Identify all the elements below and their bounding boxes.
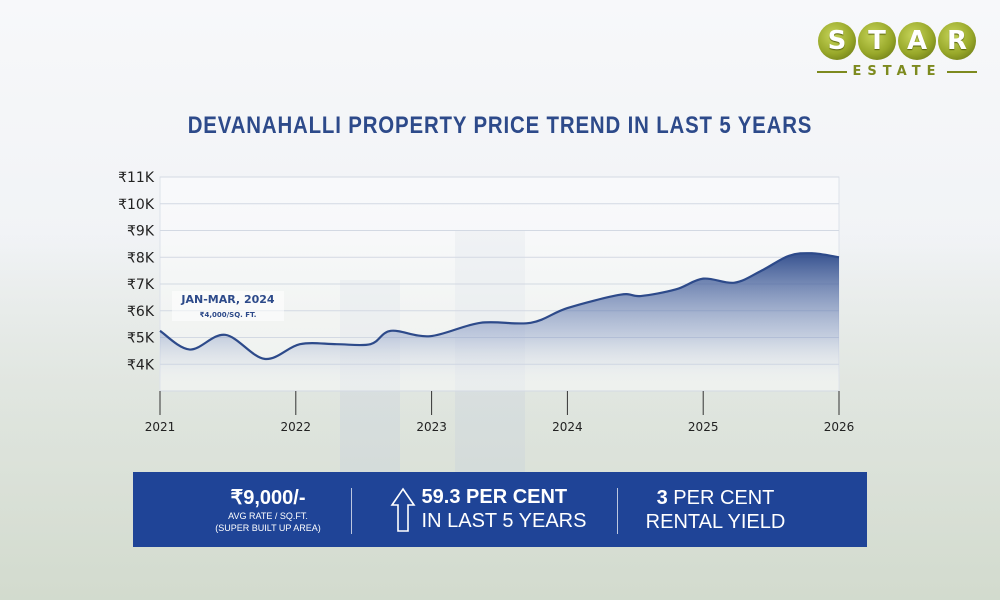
y-tick-label: ₹4K xyxy=(127,357,155,373)
divider xyxy=(617,488,618,534)
avg-rate-stat: ₹9,000/- AVG RATE / SQ.FT. (SUPER BUILT … xyxy=(193,472,343,547)
logo-letter: T xyxy=(858,22,896,60)
growth-value: 59.3 PER CENT xyxy=(421,486,568,508)
y-tick-label: ₹6K xyxy=(127,304,155,320)
x-tick-label: 2025 xyxy=(688,420,719,434)
star-estate-logo: S T A R ESTATE xyxy=(812,22,982,84)
avg-rate-label: AVG RATE / SQ.FT. xyxy=(228,511,308,521)
x-tick-label: 2023 xyxy=(416,420,447,434)
growth-label: IN LAST 5 YEARS xyxy=(421,510,587,532)
yield-label: RENTAL YIELD xyxy=(645,510,786,533)
y-tick-label: ₹9K xyxy=(127,224,155,240)
x-tick-label: 2024 xyxy=(552,420,583,434)
logo-letter: R xyxy=(938,22,976,60)
price-area xyxy=(160,253,839,391)
avg-rate-note: (SUPER BUILT UP AREA) xyxy=(215,523,321,533)
y-tick-label: ₹11K xyxy=(118,170,155,186)
chart-annotation: JAN-MAR, 2024 ₹4,000/SQ. FT. xyxy=(172,291,284,321)
logo-letter: A xyxy=(898,22,936,60)
yield-unit: PER CENT xyxy=(667,486,775,509)
divider xyxy=(351,488,352,534)
yield-value: 3 xyxy=(656,486,668,509)
growth-stat: 59.3 PER CENT IN LAST 5 YEARS xyxy=(378,472,598,547)
y-tick-label: ₹8K xyxy=(127,250,155,266)
x-tick-label: 2022 xyxy=(281,420,312,434)
logo-letter: S xyxy=(818,22,856,60)
y-tick-label: ₹5K xyxy=(127,331,155,347)
annotation-value: ₹4,000/SQ. FT. xyxy=(199,311,257,319)
price-trend-chart: ₹4K ₹5K ₹6K ₹7K ₹8K ₹9K ₹10K ₹11K 2021 2022 2023 20… xyxy=(118,170,855,434)
avg-rate-value: ₹9,000/- xyxy=(230,487,306,509)
y-tick-label: ₹10K xyxy=(118,197,155,213)
x-tick-label: 2026 xyxy=(824,420,855,434)
annotation-period: JAN-MAR, 2024 xyxy=(181,293,275,306)
logo-subtitle: ESTATE xyxy=(852,64,942,79)
rental-yield-stat: 3 PER CENT RENTAL YIELD xyxy=(633,472,798,547)
y-tick-label: ₹7K xyxy=(127,277,155,293)
stats-banner: ₹9,000/- AVG RATE / SQ.FT. (SUPER BUILT … xyxy=(133,472,867,547)
chart-title: DEVANAHALLI PROPERTY PRICE TREND IN LAST… xyxy=(187,112,813,139)
arrow-up-icon xyxy=(390,487,416,532)
x-tick-label: 2021 xyxy=(145,420,176,434)
